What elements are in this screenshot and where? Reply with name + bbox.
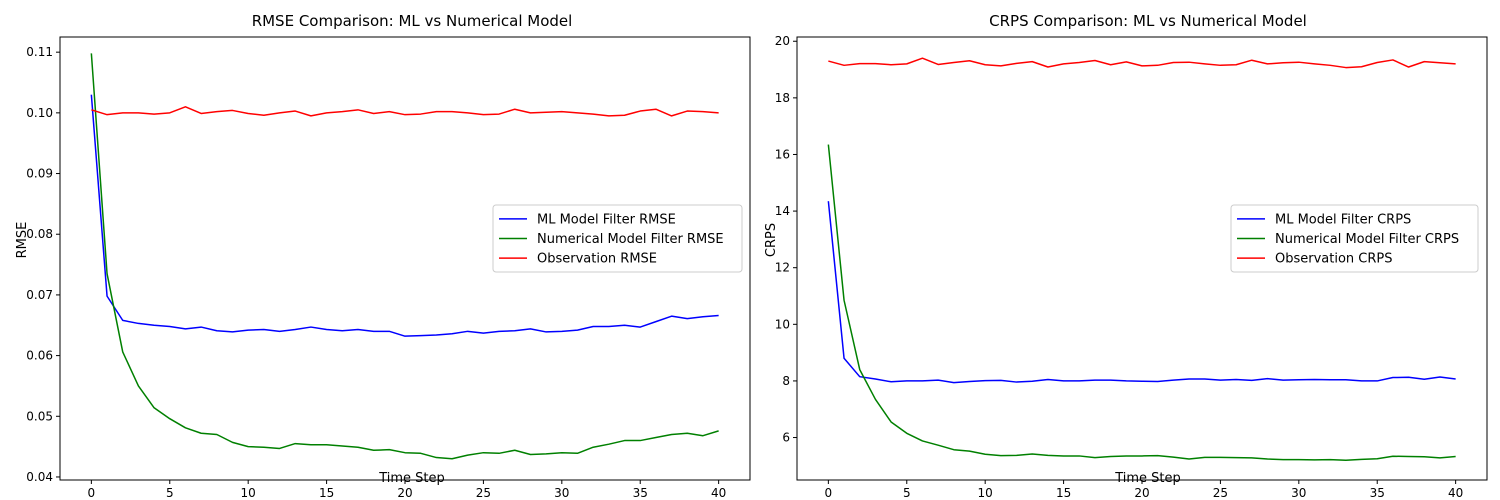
crps-y-tick-label: 12 xyxy=(775,261,790,275)
crps-y-tick-label: 18 xyxy=(775,91,790,105)
rmse-x-axis-label: Time Step xyxy=(378,471,445,486)
crps-y-tick-label: 14 xyxy=(775,204,790,218)
crps-x-tick-label: 15 xyxy=(1056,486,1071,500)
crps-legend-box xyxy=(1230,204,1479,273)
crps-x-tick-label: 25 xyxy=(1213,486,1228,500)
rmse-series-line-2 xyxy=(90,53,719,460)
rmse-x-tick-label: 15 xyxy=(319,486,334,500)
crps-legend-label: Numerical Model Filter CRPS xyxy=(1275,232,1459,247)
crps-chart: CRPS Comparison: ML vs Numerical Model T… xyxy=(764,12,1488,500)
crps-x-tick-label: 5 xyxy=(903,486,911,500)
rmse-legend-label: ML Model Filter RMSE xyxy=(537,212,676,227)
crps-y-axis-label: CRPS xyxy=(764,223,779,257)
rmse-legend: ML Model Filter RMSE Numerical Model Filt… xyxy=(492,204,743,273)
crps-x-tick-label: 0 xyxy=(825,486,833,500)
rmse-y-tick-label: 0.11 xyxy=(26,45,53,59)
crps-x-tick-label: 35 xyxy=(1370,486,1385,500)
rmse-series-line-1 xyxy=(90,94,719,337)
rmse-y-tick-label: 0.05 xyxy=(26,409,53,423)
rmse-chart: RMSE Comparison: ML vs Numerical Model T… xyxy=(15,12,751,500)
crps-plot-area: 0 5 10 15 20 25 30 35 40 6 8 10 12 14 16 18 20 xyxy=(775,34,1488,500)
rmse-x-tick-label: 0 xyxy=(88,486,96,500)
rmse-legend-label: Numerical Model Filter RMSE xyxy=(537,232,724,247)
rmse-plot-area: 0 5 10 15 20 25 30 35 40 0.04 0.05 0.06 0.07 0.08 0.09… xyxy=(26,36,751,500)
rmse-y-tick-label: 0.07 xyxy=(26,288,53,302)
crps-series-line-3 xyxy=(828,57,1456,69)
rmse-x-tick-label: 20 xyxy=(397,486,412,500)
rmse-x-tick-label: 30 xyxy=(554,486,569,500)
crps-y-tick-label: 8 xyxy=(782,374,790,388)
rmse-y-tick-label: 0.09 xyxy=(26,167,53,181)
crps-y-tick-label: 10 xyxy=(775,317,790,331)
rmse-y-tick-label: 0.04 xyxy=(26,470,53,484)
crps-x-axis-label: Time Step xyxy=(1114,471,1181,486)
crps-x-tick-label: 40 xyxy=(1448,486,1463,500)
crps-x-tick-label: 10 xyxy=(978,486,993,500)
rmse-x-tick-label: 5 xyxy=(166,486,174,500)
crps-legend-label: ML Model Filter CRPS xyxy=(1275,212,1411,227)
rmse-x-tick-label: 35 xyxy=(633,486,648,500)
crps-legend: ML Model Filter CRPS Numerical Model Filt… xyxy=(1230,204,1479,273)
rmse-x-tick-label: 40 xyxy=(711,486,726,500)
crps-y-tick-label: 20 xyxy=(775,34,790,48)
crps-series-line-2 xyxy=(827,144,1456,461)
crps-series-line-1 xyxy=(827,201,1456,384)
rmse-chart-title: RMSE Comparison: ML vs Numerical Model xyxy=(252,12,573,30)
rmse-y-tick-label: 0.08 xyxy=(26,227,53,241)
rmse-legend-box xyxy=(492,204,743,273)
crps-x-tick-label: 20 xyxy=(1134,486,1149,500)
crps-y-tick-label: 16 xyxy=(775,147,790,161)
rmse-x-tick-label: 25 xyxy=(476,486,491,500)
crps-chart-title: CRPS Comparison: ML vs Numerical Model xyxy=(989,12,1307,30)
crps-y-tick-label: 6 xyxy=(782,431,790,445)
rmse-series-line-3 xyxy=(91,106,719,117)
rmse-legend-label: Observation RMSE xyxy=(537,252,657,267)
rmse-x-tick-label: 10 xyxy=(241,486,256,500)
rmse-y-tick-label: 0.10 xyxy=(26,106,53,120)
crps-x-tick-label: 30 xyxy=(1291,486,1306,500)
crps-legend-label: Observation CRPS xyxy=(1275,252,1393,267)
rmse-y-axis-label: RMSE xyxy=(15,222,30,259)
rmse-y-tick-label: 0.06 xyxy=(26,349,53,363)
